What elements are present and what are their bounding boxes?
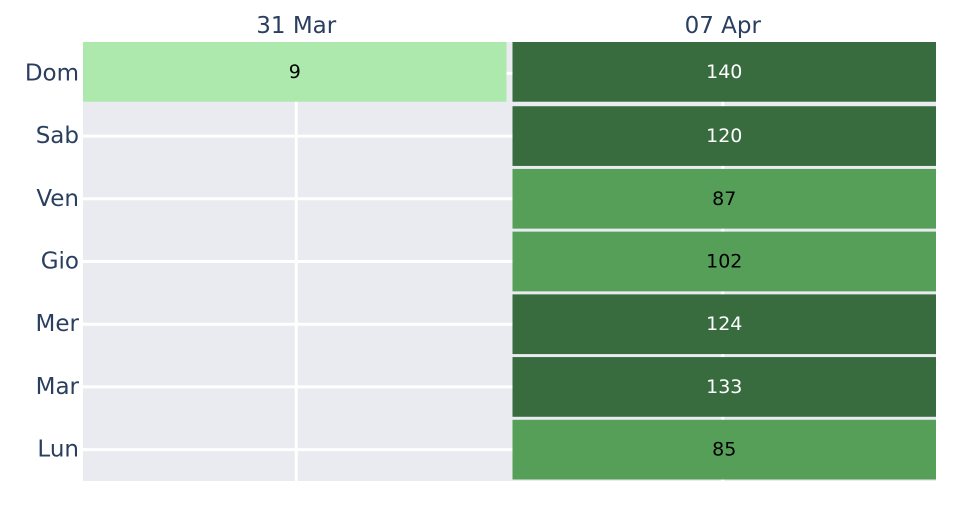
y-tick-label: Gio: [41, 249, 79, 275]
heatmap-cell[interactable]: [512, 357, 937, 417]
x-tick-label: 31 Mar: [256, 13, 337, 39]
cell-value-label: 87: [712, 188, 736, 210]
heatmap-cell[interactable]: [512, 294, 937, 355]
cell-value-label: 85: [712, 439, 736, 461]
cell-value-label: 102: [706, 251, 742, 273]
cell-value-label: 9: [289, 61, 301, 83]
heatmap-cell[interactable]: [512, 42, 937, 102]
cell-value-label: 133: [706, 376, 742, 398]
y-tick-label: Dom: [25, 60, 79, 86]
heatmap-cell[interactable]: [512, 231, 937, 292]
heatmap-cell[interactable]: [83, 42, 507, 102]
y-tick-label: Sab: [36, 123, 79, 149]
cell-value-label: 140: [706, 61, 742, 83]
y-tick-label: Mar: [36, 374, 80, 400]
y-tick-label: Lun: [37, 437, 79, 463]
y-tick-label: Ven: [36, 186, 79, 212]
cell-value-label: 120: [706, 125, 742, 147]
heatmap-cell[interactable]: [512, 419, 937, 480]
heatmap-cells: 9 140 120 87 102 124 133 85: [83, 42, 936, 480]
heatmap-cell[interactable]: [512, 106, 937, 166]
y-tick-label: Mer: [36, 311, 80, 337]
heatmap-cell[interactable]: [512, 168, 937, 229]
x-axis-ticks: 31 Mar 07 Apr: [256, 13, 761, 39]
x-tick-label: 07 Apr: [685, 13, 762, 39]
y-axis-ticks: Dom Sab Ven Gio Mer Mar Lun: [25, 60, 80, 462]
cell-value-label: 124: [706, 313, 742, 335]
